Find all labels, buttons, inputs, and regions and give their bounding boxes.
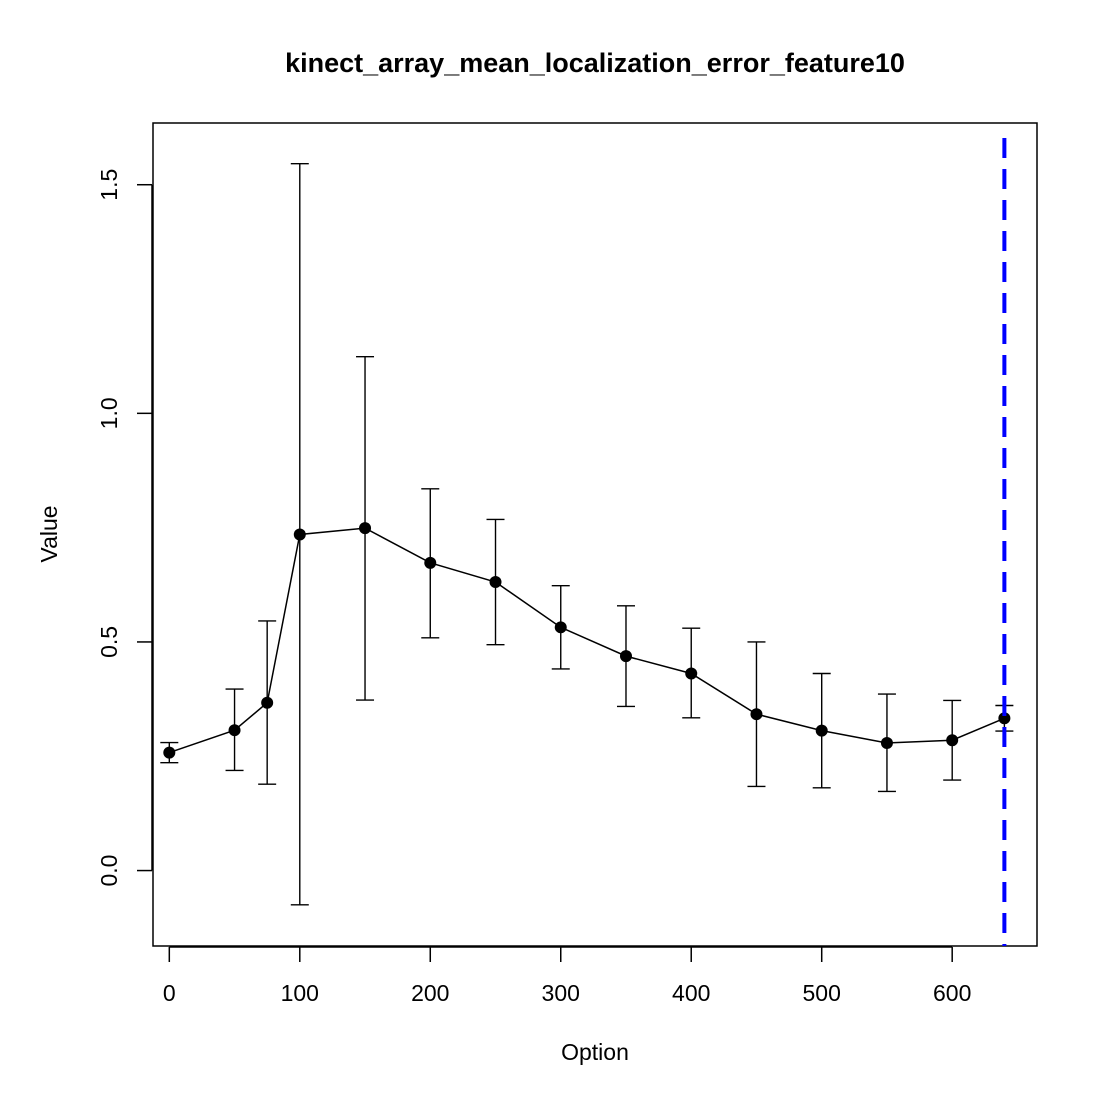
data-point <box>424 556 437 569</box>
x-axis-label: Option <box>561 1039 629 1065</box>
data-point <box>261 696 274 709</box>
plot-frame <box>152 122 1038 947</box>
y-axis-label: Value <box>36 505 62 562</box>
y-tick-label: 0.0 <box>96 855 122 887</box>
data-point <box>880 736 893 749</box>
x-tick-label: 200 <box>411 980 449 1006</box>
series-layer <box>160 162 1014 906</box>
data-point <box>750 708 763 721</box>
data-point <box>619 650 632 663</box>
data-point <box>163 746 176 759</box>
x-tick-label: 0 <box>163 980 176 1006</box>
data-point <box>815 724 828 737</box>
x-tick-label: 100 <box>281 980 319 1006</box>
data-point <box>293 528 306 541</box>
x-tick-label: 600 <box>933 980 971 1006</box>
data-point <box>554 621 567 634</box>
series-line <box>169 527 1005 754</box>
y-tick-label: 1.5 <box>96 169 122 201</box>
data-point <box>946 734 959 747</box>
data-point <box>489 576 502 589</box>
x-tick-label: 500 <box>803 980 841 1006</box>
data-point <box>998 712 1011 725</box>
y-axis: 0.0 0.5 1.0 1.5 <box>96 169 153 887</box>
y-tick-label: 0.5 <box>96 626 122 658</box>
x-tick-label: 300 <box>542 980 580 1006</box>
data-point <box>685 667 698 680</box>
chart-title: kinect_array_mean_localization_error_fea… <box>285 48 905 78</box>
data-point <box>359 522 372 535</box>
y-tick-label: 1.0 <box>96 397 122 429</box>
x-tick-label: 400 <box>672 980 710 1006</box>
x-axis: 0 100 200 300 400 500 600 <box>163 946 971 1006</box>
data-point <box>228 724 241 737</box>
